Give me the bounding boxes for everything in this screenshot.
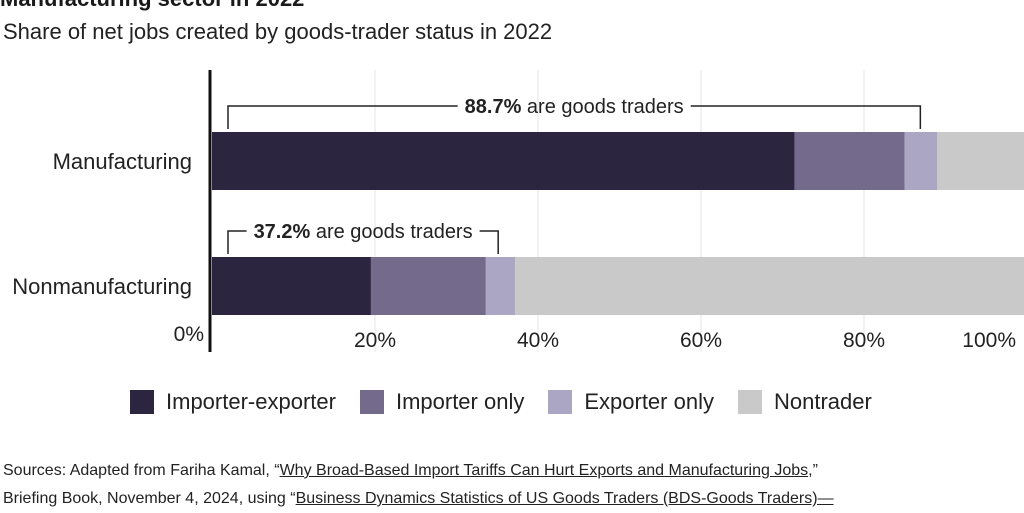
sources-suffix: ,” xyxy=(808,462,818,479)
sources-prefix: Sources: Adapted from Fariha Kamal, “ xyxy=(3,462,280,479)
legend-item: Exporter only xyxy=(548,389,714,415)
legend-item: Nontrader xyxy=(737,389,872,415)
category-label: Nonmanufacturing xyxy=(12,274,192,299)
sources-note: Sources: Adapted from Fariha Kamal, “Why… xyxy=(3,457,1023,513)
annotation-bracket-left xyxy=(227,230,247,254)
x-tick-label: 100% xyxy=(962,329,1016,352)
annotation-bracket-left xyxy=(227,105,458,129)
chart-subtitle: Share of net jobs created by goods-trade… xyxy=(3,19,553,44)
bar-nonmanufacturing-importer-only xyxy=(370,257,486,315)
legend-item: Importer only xyxy=(359,389,525,415)
bar-manufacturing-exporter-only xyxy=(904,132,938,190)
bar-manufacturing-importer-only xyxy=(794,132,905,190)
bar-nonmanufacturing-nontrader xyxy=(515,257,1024,315)
source-link-article[interactable]: Why Broad-Based Import Tariffs Can Hurt … xyxy=(279,462,809,479)
sources-line-2: Briefing Book, November 4, 2024, using “… xyxy=(3,485,1023,513)
bar-nonmanufacturing-exporter-only xyxy=(485,257,516,315)
bar-nonmanufacturing-importer-exporter xyxy=(212,257,371,315)
annotation-value: 37.2% xyxy=(254,221,311,243)
legend-label: Importer-exporter xyxy=(166,389,336,414)
bar-manufacturing-importer-exporter xyxy=(212,132,795,190)
x-tick-label: 80% xyxy=(843,329,885,352)
x-tick-label: 20% xyxy=(354,329,396,352)
annotation-label: 37.2% are goods traders xyxy=(254,221,473,243)
legend-swatch xyxy=(548,390,573,414)
x-tick-label: 40% xyxy=(517,329,559,352)
legend-label: Importer only xyxy=(395,389,525,414)
legend-swatch xyxy=(737,390,762,414)
legend-label: Nontrader xyxy=(773,389,872,414)
annotation-bracket-right xyxy=(479,230,499,254)
x-tick-label: 0% xyxy=(174,323,204,346)
category-label: Manufacturing xyxy=(53,149,192,174)
sources-prefix-2: Briefing Book, November 4, 2024, using “ xyxy=(3,490,296,507)
legend: Importer-exporter Importer only Exporter o… xyxy=(130,386,896,418)
annotation-label: 88.7% are goods traders xyxy=(465,96,684,118)
legend-item: Importer-exporter xyxy=(130,389,336,415)
x-tick-label: 60% xyxy=(680,329,722,352)
annotation-text: are goods traders xyxy=(310,221,472,243)
sources-line-1: Sources: Adapted from Fariha Kamal, “Why… xyxy=(3,457,1023,485)
legend-label: Exporter only xyxy=(584,389,714,414)
annotation-value: 88.7% xyxy=(465,96,522,118)
legend-swatch xyxy=(359,390,384,414)
source-link-dataset[interactable]: Business Dynamics Statistics of US Goods… xyxy=(295,490,834,507)
annotation-text: are goods traders xyxy=(521,96,683,118)
bar-manufacturing-nontrader xyxy=(937,132,1024,190)
legend-swatch xyxy=(130,390,154,414)
chart-title: Manufacturing sector in 2022 xyxy=(0,0,1024,12)
annotation-bracket-right xyxy=(690,105,922,129)
